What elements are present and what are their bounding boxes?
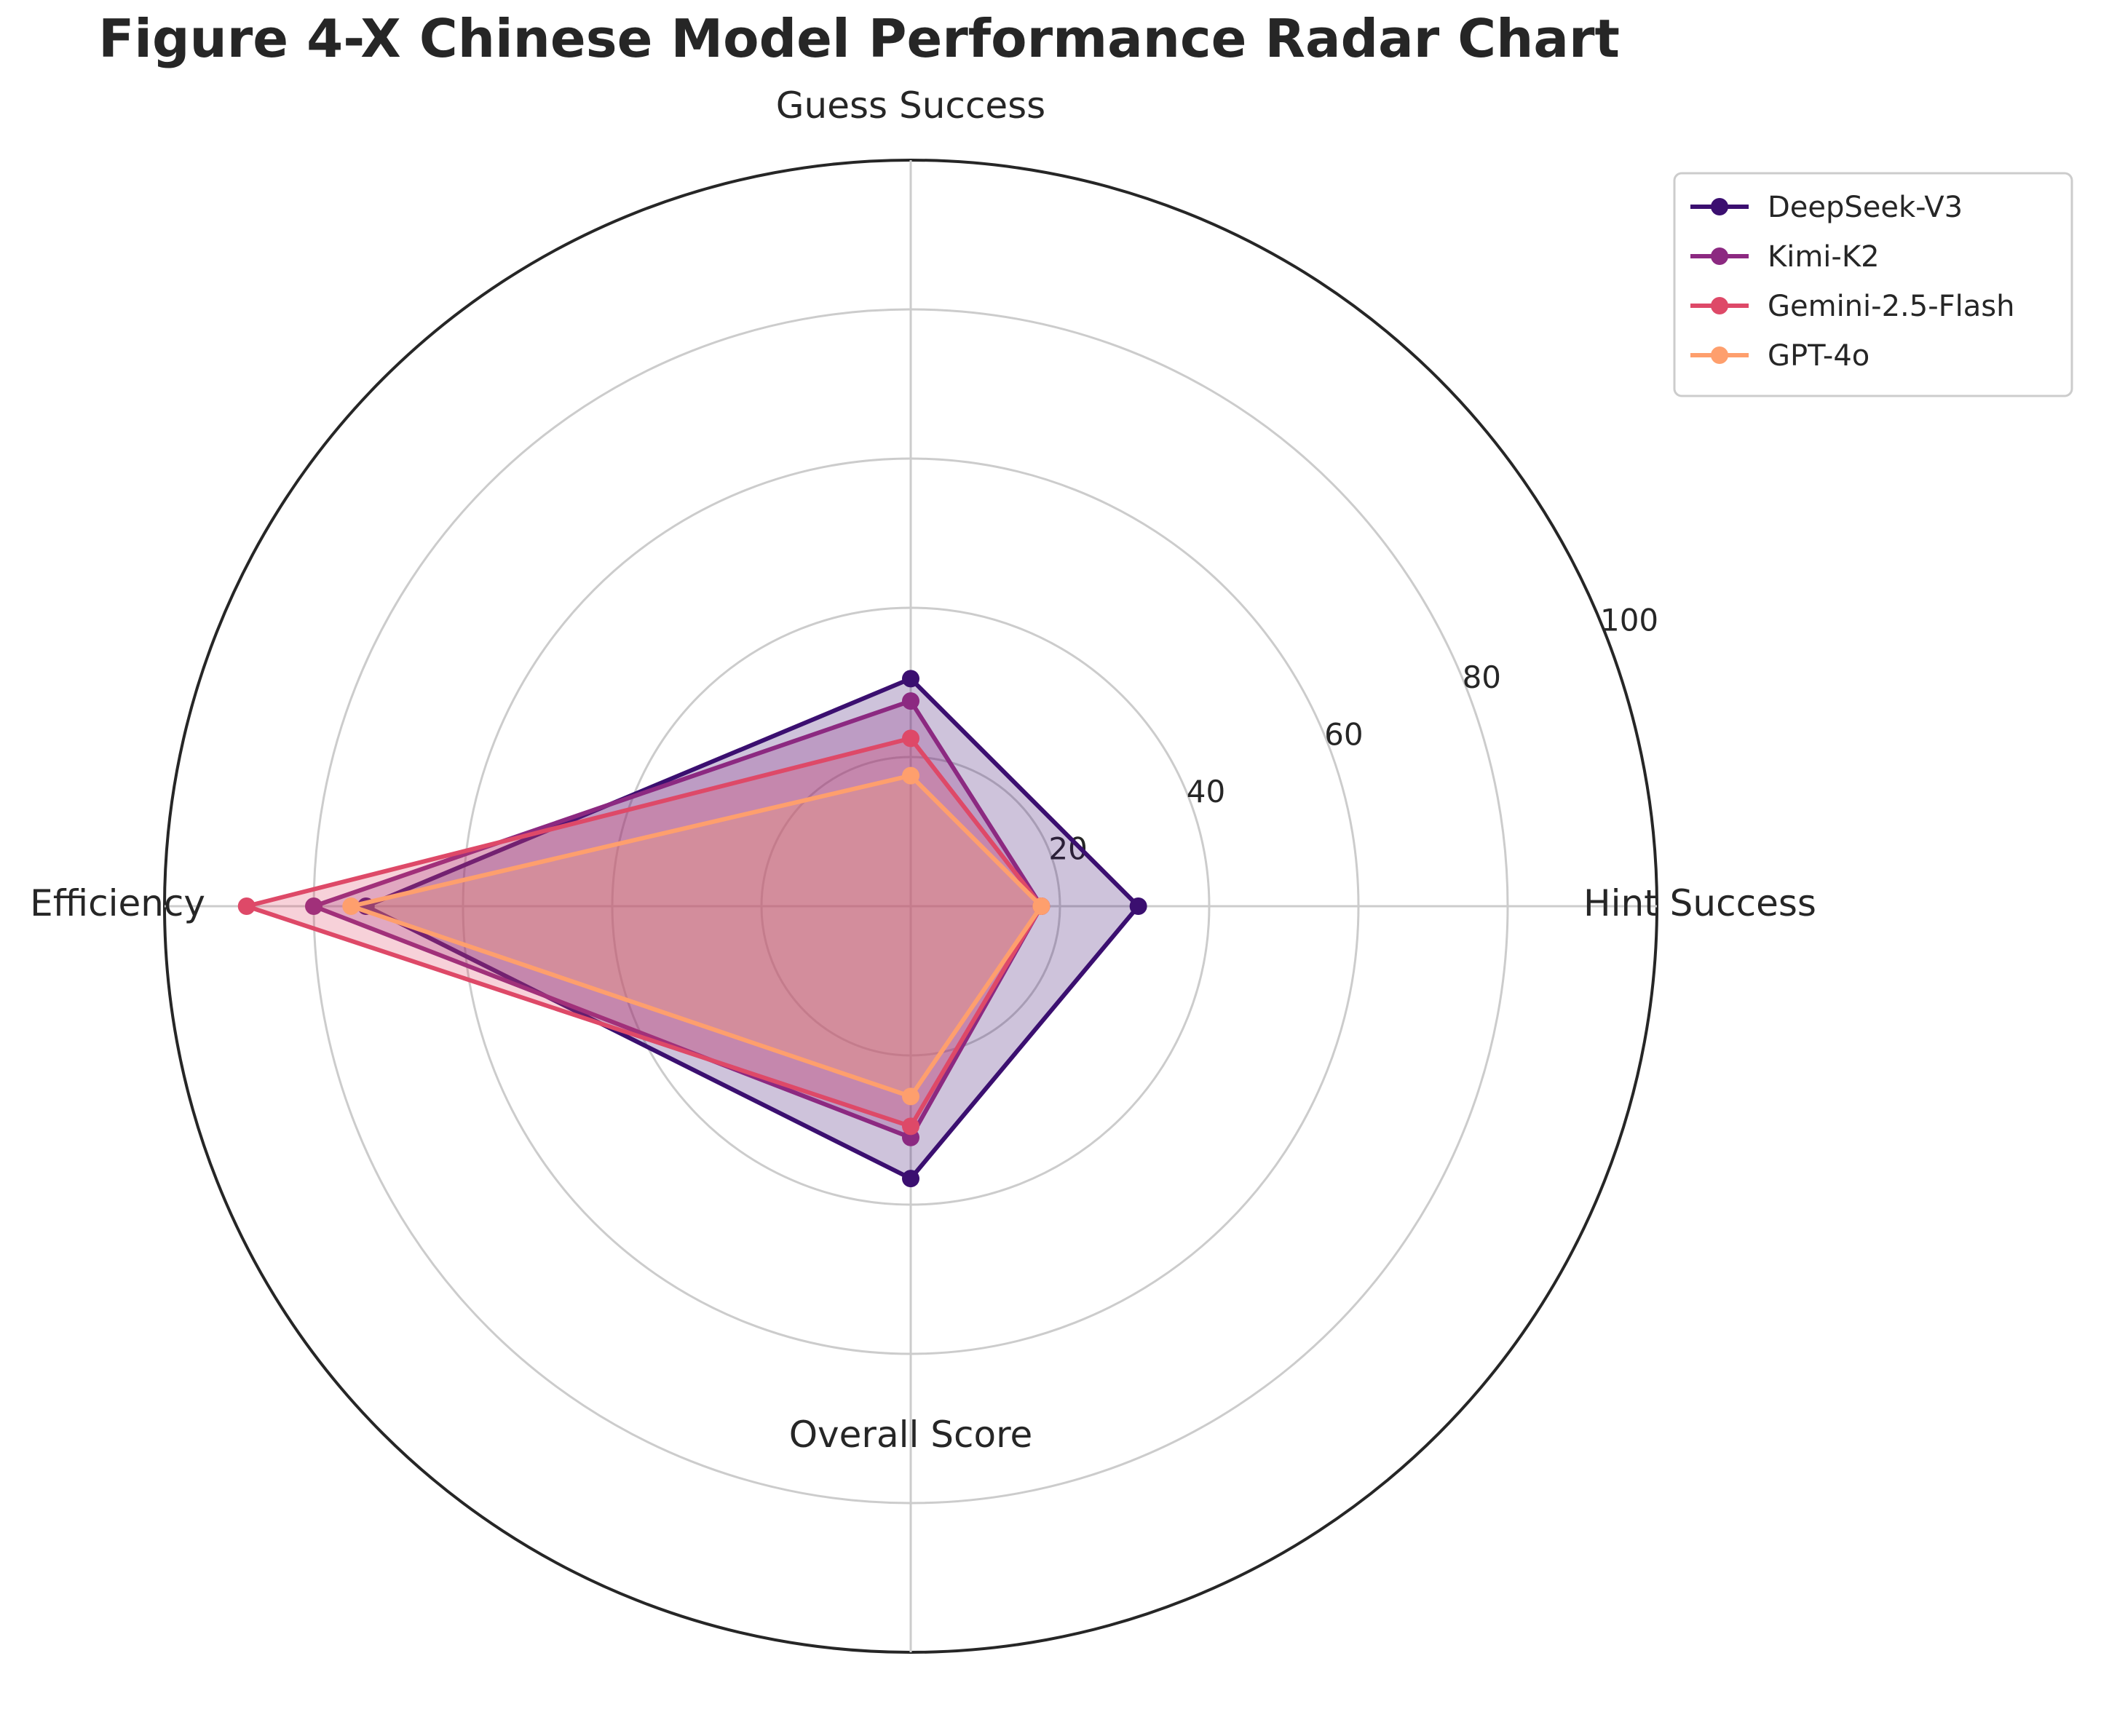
series-layer <box>237 670 1147 1188</box>
legend-marker <box>1711 198 1728 215</box>
label-layer: Hint Success Guess Success Efficiency Overa… <box>30 84 1816 1456</box>
series-area <box>246 738 1042 1127</box>
data-point <box>902 1170 919 1188</box>
legend-label: GPT-4o <box>1768 339 1869 373</box>
data-point <box>1129 897 1147 915</box>
data-point <box>902 729 919 748</box>
axis-label: Overall Score <box>789 1414 1033 1456</box>
radial-tick-label: 80 <box>1463 659 1501 695</box>
legend-label: Kimi-K2 <box>1768 240 1880 274</box>
legend-marker <box>1711 247 1728 265</box>
legend: DeepSeek-V3 Kimi-K2 Gemini-2.5-Flash GPT-4o <box>1673 172 2073 397</box>
chart-title: Figure 4-X Chinese Model Performance Rad… <box>98 8 1620 69</box>
data-point <box>902 692 919 710</box>
legend-box <box>1673 172 2073 397</box>
radial-tick-label: 60 <box>1324 717 1363 753</box>
data-point <box>902 1087 919 1106</box>
axis-label: Hint Success <box>1583 882 1816 924</box>
data-point <box>902 1117 919 1135</box>
series-group <box>357 670 1147 1188</box>
data-point <box>1032 897 1050 915</box>
data-point <box>237 897 256 915</box>
legend-marker <box>1711 346 1728 364</box>
axis-label: Efficiency <box>30 882 205 924</box>
data-point <box>902 670 919 688</box>
legend-label: DeepSeek-V3 <box>1768 191 1963 224</box>
legend-marker <box>1711 297 1728 314</box>
radial-tick-label: 100 <box>1600 603 1658 638</box>
data-point <box>305 897 323 915</box>
radial-tick-label: 40 <box>1187 774 1225 809</box>
data-point <box>342 897 360 915</box>
legend-label: Gemini-2.5-Flash <box>1768 290 2014 323</box>
series-area <box>314 701 1042 1138</box>
series-area <box>351 775 1042 1097</box>
series-area <box>365 678 1139 1179</box>
data-point <box>902 766 919 785</box>
axis-label: Guess Success <box>776 84 1045 127</box>
series-group <box>237 729 1050 1135</box>
series-group <box>342 766 1050 1106</box>
